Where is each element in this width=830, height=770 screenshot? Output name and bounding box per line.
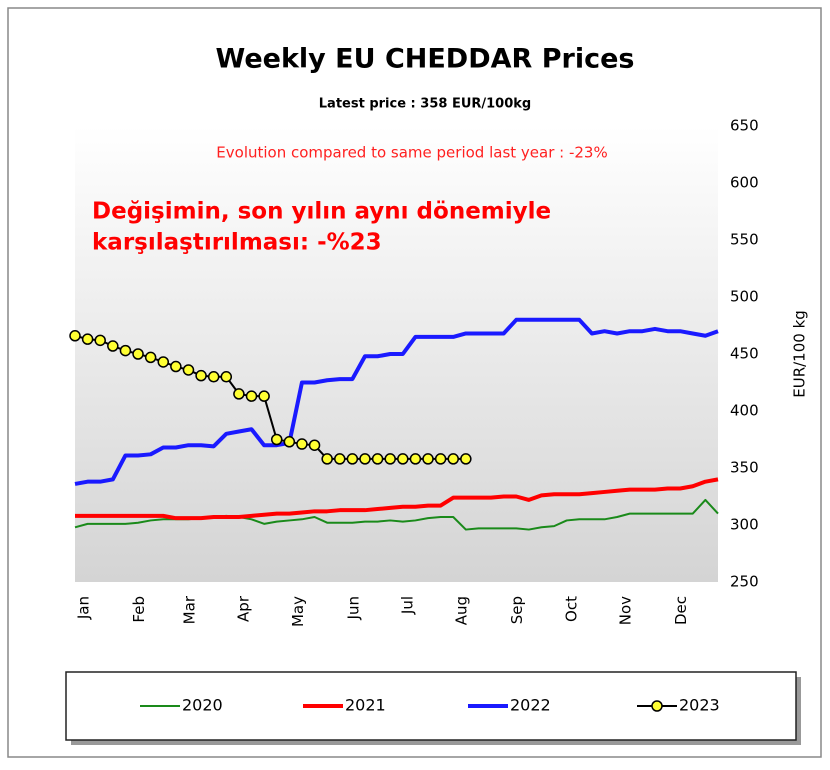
point (270, 433, 283, 446)
point (132, 348, 144, 360)
point (195, 369, 207, 382)
x-tick-label: Sep (508, 596, 526, 624)
point (308, 439, 321, 451)
legend-label: 2022 (510, 696, 551, 715)
point (422, 453, 434, 465)
point (296, 438, 308, 450)
point (397, 453, 409, 465)
chart-title: Weekly EU CHEDDAR Prices (216, 44, 635, 75)
y-tick-label: 250 (730, 573, 759, 591)
y-axis-label: EUR/100 kg (791, 310, 809, 398)
legend-label: 2021 (345, 696, 386, 715)
x-tick-label: Apr (235, 595, 253, 622)
point (321, 453, 333, 465)
point (182, 364, 195, 376)
y-tick-label: 650 (730, 117, 759, 135)
x-tick-label: May (289, 596, 307, 627)
x-tick-label: Jan (75, 596, 93, 620)
point (207, 371, 220, 383)
y-tick-label: 300 (730, 516, 759, 534)
point (434, 453, 447, 465)
y-tick-label: 450 (730, 345, 759, 363)
y-tick-label: 350 (730, 459, 759, 477)
point (447, 453, 459, 465)
point (371, 453, 384, 465)
legend-label: 2020 (182, 696, 223, 715)
subtitle: Latest price : 358 EUR/100kg (319, 97, 531, 112)
y-tick-label: 500 (730, 288, 759, 306)
x-tick-label: Aug (453, 596, 471, 625)
point (81, 333, 94, 345)
point (384, 453, 396, 465)
x-tick-label: Feb (130, 596, 148, 623)
x-tick-label: Oct (562, 596, 580, 622)
x-tick-label: Jun (344, 596, 362, 620)
x-tick-label: Dec (672, 596, 690, 625)
series-line (74, 317, 719, 486)
series-line (75, 477, 719, 521)
point (157, 356, 170, 368)
annotation: Değişimin, son yılın aynı dönemiyle (92, 199, 551, 225)
point (460, 453, 472, 465)
x-tick-label: Mar (180, 595, 198, 624)
point (334, 453, 346, 465)
point (258, 390, 270, 402)
point (69, 330, 81, 342)
point (144, 351, 157, 364)
point (233, 388, 245, 400)
point (119, 344, 132, 357)
legend-marker (651, 700, 663, 712)
point (107, 340, 119, 352)
point (245, 390, 258, 402)
annotation: karşılaştırılması: -%23 (92, 230, 382, 256)
point (170, 360, 182, 373)
y-tick-label: 550 (730, 231, 759, 249)
point (359, 453, 371, 465)
point (283, 436, 296, 448)
x-tick-label: Jul (399, 596, 417, 615)
point (94, 334, 106, 347)
x-tick-label: Nov (617, 596, 635, 625)
point (346, 453, 359, 465)
y-tick-label: 400 (730, 402, 759, 420)
point (220, 371, 233, 383)
annotation: Evolution compared to same period last y… (216, 144, 607, 162)
y-tick-label: 600 (730, 174, 759, 192)
point (409, 453, 422, 465)
legend-label: 2023 (679, 696, 720, 715)
